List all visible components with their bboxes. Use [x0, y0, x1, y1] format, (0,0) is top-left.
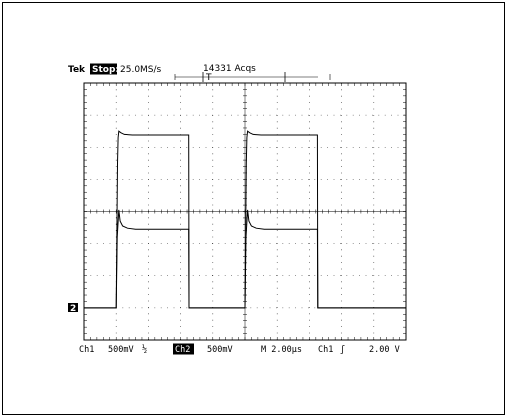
acquisition-count: 14331 Acqs [203, 64, 256, 74]
ch2-badge [173, 343, 194, 355]
ch1-scale: 500mV [108, 345, 134, 355]
sample-rate: 25.0MS/s [120, 65, 162, 75]
trigger-slope-icon: ʃ [340, 345, 345, 355]
brand-label: Tek [68, 65, 86, 75]
ground-reference-marker: 2 [68, 303, 78, 314]
stop-badge [90, 63, 117, 75]
trigger-position-bar: T [174, 72, 331, 83]
timebase-readout: M 2.00µs [261, 345, 302, 355]
graticule [83, 82, 407, 341]
ch1-label: Ch1 [79, 345, 94, 355]
trigger-marker-label: T [205, 73, 212, 83]
trigger-source: Ch1 [318, 345, 333, 355]
series-line-ch2 [84, 209, 406, 309]
acquisition-state: Stop: [92, 65, 119, 75]
trigger-level: 2.00 V [369, 345, 400, 355]
ch2-scale: 500mV [207, 345, 233, 355]
ch2-label: Ch2 [175, 345, 190, 355]
bandwidth-limit-symbol: ½ [142, 344, 147, 355]
figure-frame [2, 2, 505, 415]
ground-marker-label: 2 [70, 304, 76, 314]
